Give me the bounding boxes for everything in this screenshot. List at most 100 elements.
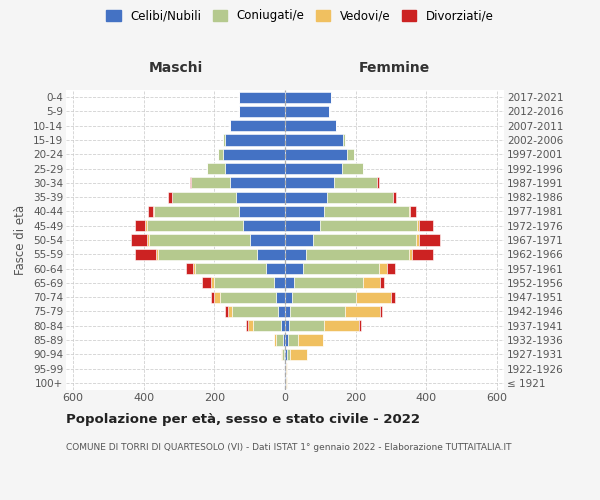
Bar	[286, 363, 287, 374]
Bar	[282, 348, 284, 360]
Bar	[207, 163, 225, 174]
Bar	[230, 120, 285, 132]
Bar	[135, 220, 145, 232]
Bar	[281, 320, 285, 332]
Bar	[283, 334, 285, 345]
Bar	[412, 248, 433, 260]
Bar	[284, 348, 285, 360]
Bar	[156, 248, 158, 260]
Bar	[343, 134, 345, 145]
Bar	[285, 163, 341, 174]
Bar	[154, 206, 239, 217]
Bar	[285, 106, 329, 117]
Text: COMUNE DI TORRI DI QUARTESOLO (VI) - Dati ISTAT 1° gennaio 2022 - Elaborazione T: COMUNE DI TORRI DI QUARTESOLO (VI) - Dat…	[66, 442, 511, 452]
Bar	[250, 234, 285, 246]
Bar	[409, 206, 410, 217]
Bar	[242, 220, 285, 232]
Bar	[225, 163, 285, 174]
Bar	[278, 306, 285, 317]
Bar	[285, 192, 328, 202]
Bar	[135, 248, 156, 260]
Bar	[416, 234, 419, 246]
Bar	[419, 234, 440, 246]
Bar	[214, 292, 220, 302]
Bar	[285, 234, 313, 246]
Bar	[153, 206, 154, 217]
Bar	[214, 278, 274, 288]
Bar	[149, 234, 250, 246]
Bar	[225, 134, 285, 145]
Bar	[236, 192, 285, 202]
Bar	[191, 178, 230, 188]
Bar	[418, 220, 419, 232]
Bar	[409, 248, 412, 260]
Bar	[284, 363, 285, 374]
Bar	[220, 292, 276, 302]
Bar	[347, 148, 354, 160]
Bar	[285, 134, 343, 145]
Bar	[306, 248, 409, 260]
Bar	[285, 178, 334, 188]
Bar	[239, 106, 285, 117]
Bar	[232, 306, 278, 317]
Bar	[285, 320, 289, 332]
Bar	[158, 248, 257, 260]
Bar	[294, 278, 363, 288]
Bar	[218, 148, 223, 160]
Bar	[286, 378, 287, 388]
Bar	[363, 278, 380, 288]
Bar	[285, 378, 286, 388]
Bar	[148, 206, 153, 217]
Bar	[285, 148, 347, 160]
Bar	[289, 320, 324, 332]
Bar	[377, 178, 379, 188]
Bar	[359, 320, 361, 332]
Bar	[253, 320, 281, 332]
Bar	[285, 348, 287, 360]
Bar	[285, 263, 302, 274]
Bar	[239, 206, 285, 217]
Bar	[320, 220, 418, 232]
Bar	[388, 263, 395, 274]
Bar	[211, 278, 214, 288]
Bar	[147, 234, 149, 246]
Bar	[147, 220, 242, 232]
Bar	[285, 334, 288, 345]
Bar	[248, 320, 253, 332]
Bar	[257, 248, 285, 260]
Bar	[285, 278, 294, 288]
Bar	[172, 192, 236, 202]
Text: Maschi: Maschi	[148, 61, 203, 75]
Bar	[302, 263, 379, 274]
Bar	[285, 120, 336, 132]
Bar	[266, 263, 285, 274]
Bar	[345, 306, 380, 317]
Bar	[202, 278, 211, 288]
Bar	[356, 292, 391, 302]
Bar	[298, 334, 323, 345]
Bar	[419, 220, 433, 232]
Bar	[285, 220, 320, 232]
Bar	[324, 320, 359, 332]
Bar	[393, 192, 396, 202]
Bar	[285, 363, 286, 374]
Bar	[334, 178, 377, 188]
Bar	[285, 292, 292, 302]
Bar	[380, 278, 384, 288]
Bar	[239, 92, 285, 102]
Bar	[290, 306, 345, 317]
Bar	[285, 206, 324, 217]
Bar	[324, 206, 409, 217]
Bar	[230, 178, 285, 188]
Bar	[276, 292, 285, 302]
Bar	[276, 334, 283, 345]
Y-axis label: Fasce di età: Fasce di età	[14, 205, 28, 275]
Bar	[274, 278, 285, 288]
Bar	[193, 263, 195, 274]
Bar	[290, 348, 307, 360]
Bar	[313, 234, 416, 246]
Bar	[195, 263, 266, 274]
Bar	[292, 292, 356, 302]
Bar	[246, 320, 248, 332]
Bar	[287, 348, 290, 360]
